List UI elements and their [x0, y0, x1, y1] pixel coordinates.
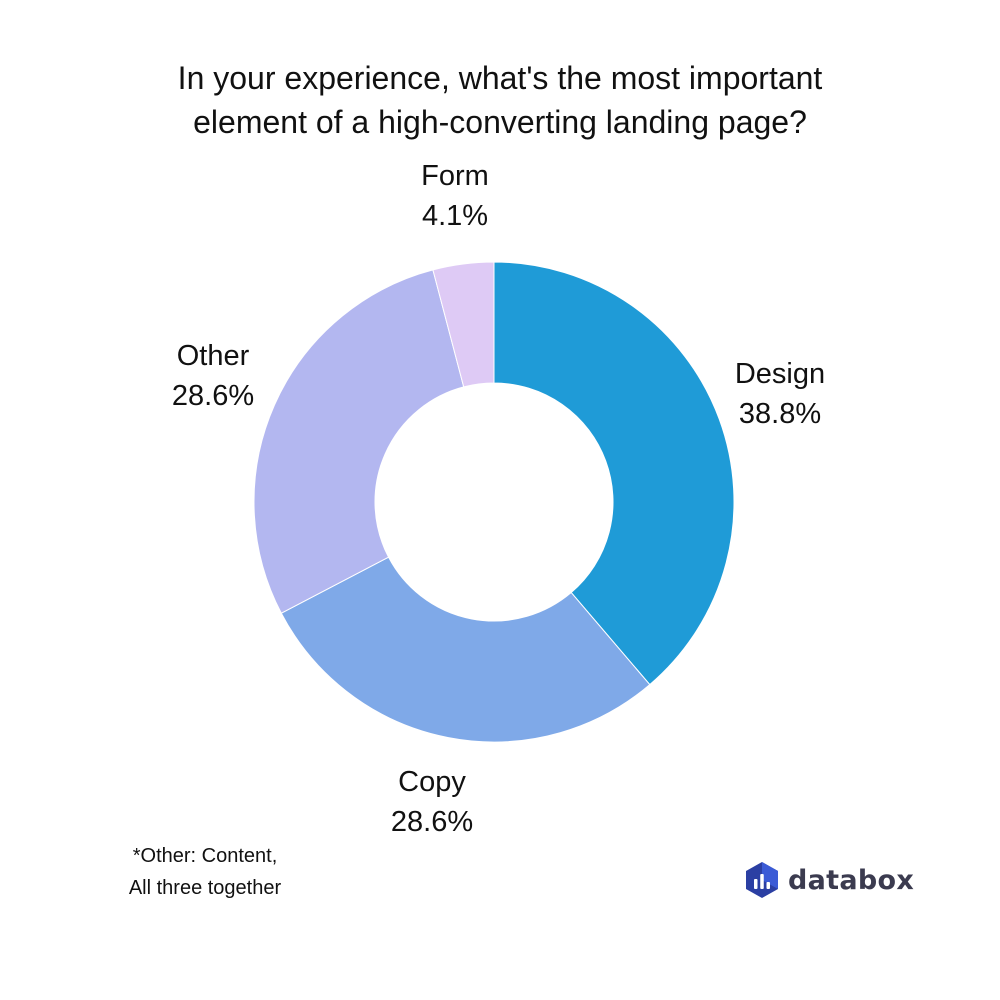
brand-name: databox: [788, 864, 915, 896]
slice-label-other: Other 28.6%: [133, 336, 293, 416]
chart-title-line-2: element of a high-converting landing pag…: [193, 104, 807, 140]
chart-title: In your experience, what's the most impo…: [0, 56, 1000, 144]
footnote: *Other: Content, All three together: [85, 840, 325, 904]
slice-label-other-value: 28.6%: [171, 380, 255, 412]
slice-label-copy-name: Copy: [398, 766, 466, 798]
slice-label-copy-value: 28.6%: [390, 806, 474, 838]
donut-slice-design: [493, 261, 735, 686]
brand: databox: [746, 860, 914, 900]
slice-label-form: Form 4.1%: [375, 156, 535, 236]
footnote-line-1: *Other: Content,: [132, 845, 278, 867]
donut-slice-copy: [280, 556, 651, 743]
slice-label-other-name: Other: [176, 340, 250, 372]
slice-label-design: Design 38.8%: [700, 354, 860, 434]
databox-logo-icon: [746, 862, 778, 898]
slice-label-copy: Copy 28.6%: [352, 762, 512, 842]
slice-label-design-value: 38.8%: [738, 398, 822, 430]
donut-slice-form: [432, 261, 495, 388]
slice-label-form-name: Form: [421, 160, 489, 192]
donut-slice-other: [253, 269, 465, 614]
slice-label-form-value: 4.1%: [421, 200, 489, 232]
footnote-line-2: All three together: [128, 877, 282, 899]
slice-label-design-name: Design: [734, 358, 826, 390]
chart-title-line-1: In your experience, what's the most impo…: [177, 60, 823, 96]
